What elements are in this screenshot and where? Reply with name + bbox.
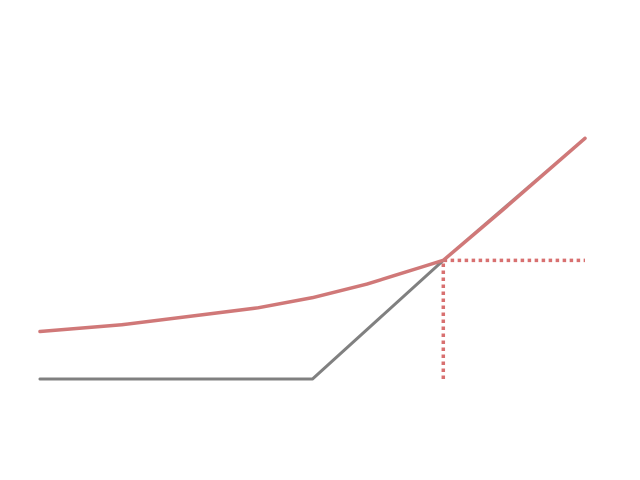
gray-hinge-line <box>38 136 587 381</box>
plot-area <box>38 136 587 381</box>
reference-dotted-line-1 <box>441 258 585 379</box>
red-smooth-curve <box>38 136 587 334</box>
